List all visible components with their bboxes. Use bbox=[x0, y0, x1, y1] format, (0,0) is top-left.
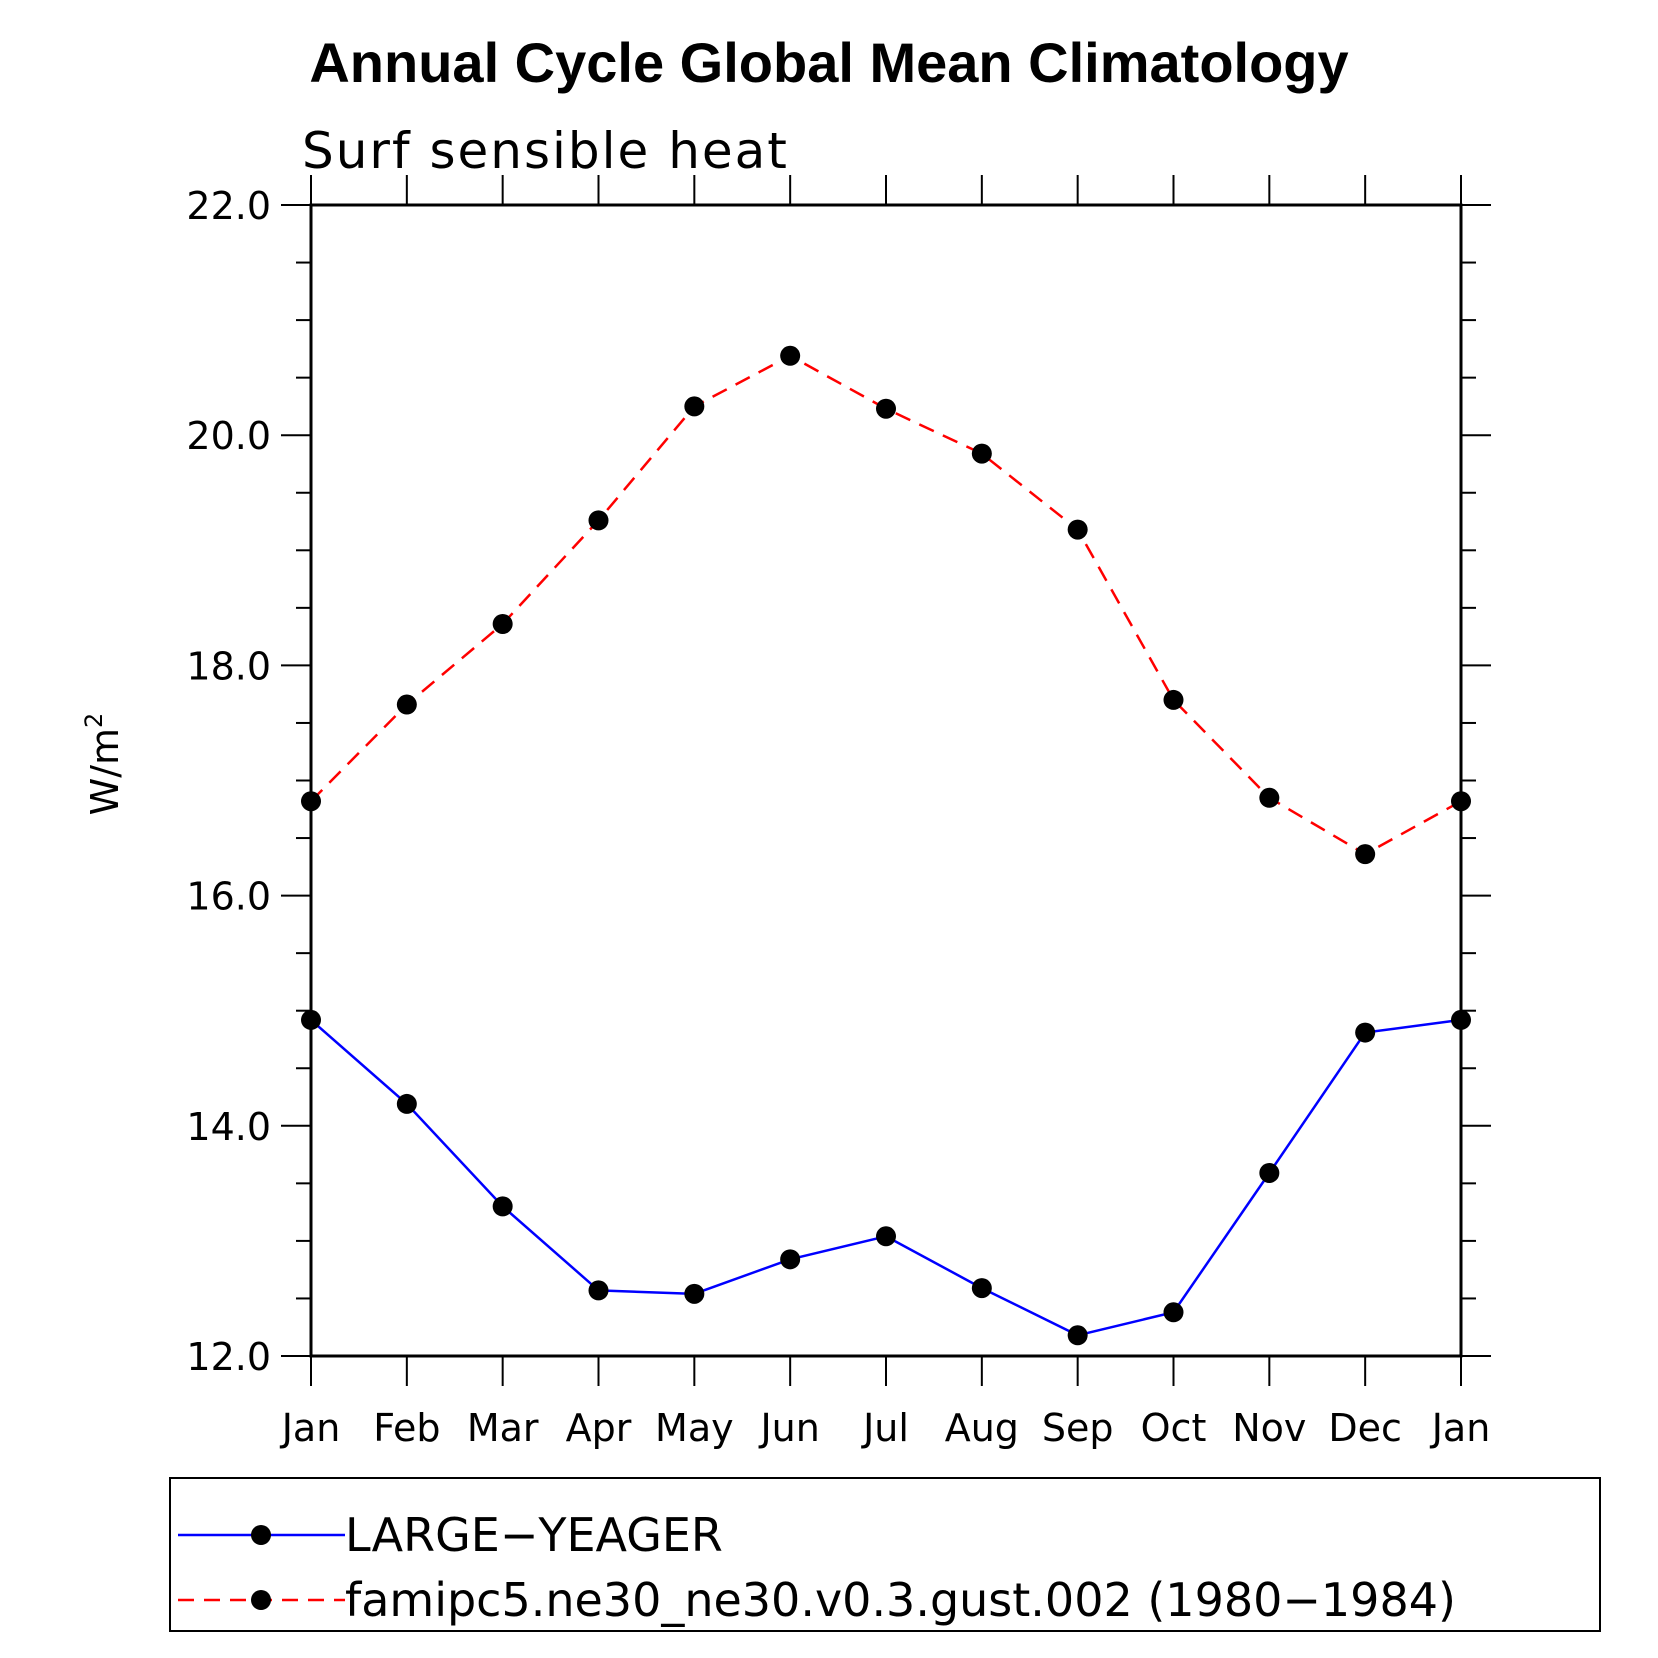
x-tick-label: Jan bbox=[1430, 1406, 1491, 1450]
x-tick-label: Sep bbox=[1042, 1406, 1114, 1450]
series-2-point bbox=[301, 791, 321, 812]
y-tick-label: 16.0 bbox=[186, 875, 271, 919]
x-tick-label: May bbox=[655, 1406, 734, 1450]
series-2-point bbox=[876, 398, 896, 419]
series-1-point bbox=[301, 1009, 321, 1030]
y-tick-label: 20.0 bbox=[186, 414, 271, 458]
y-axis-label: W/m2 bbox=[80, 713, 127, 816]
y-axis-label-superscript: 2 bbox=[80, 713, 108, 728]
series-2-point bbox=[492, 613, 513, 634]
svg-text:W/m2: W/m2 bbox=[80, 713, 127, 816]
y-tick-label: 18.0 bbox=[186, 644, 271, 688]
x-tick-label: Aug bbox=[945, 1406, 1019, 1450]
y-tick-label: 12.0 bbox=[186, 1335, 271, 1379]
series-2-point bbox=[1451, 791, 1471, 812]
series-2-point bbox=[780, 345, 801, 366]
x-axis-tick-labels: Jan Feb Mar Apr May Jun Jul Aug Sep Oct Nov Dec Jan bbox=[280, 1406, 1491, 1450]
series-layer bbox=[301, 345, 1471, 1346]
x-tick-label: Mar bbox=[467, 1406, 539, 1450]
series-2-point bbox=[396, 694, 417, 715]
series-2-line bbox=[310, 354, 1462, 856]
x-tick-label: Oct bbox=[1141, 1406, 1207, 1450]
y-tick-label: 22.0 bbox=[186, 184, 271, 228]
series-1-point bbox=[1259, 1162, 1280, 1183]
series-2-point bbox=[1163, 689, 1184, 710]
series-1-point bbox=[1451, 1009, 1471, 1030]
series-1-point bbox=[1355, 1022, 1376, 1043]
series-1-point bbox=[684, 1283, 705, 1304]
series-1-point bbox=[971, 1278, 992, 1299]
x-tick-label: Apr bbox=[566, 1406, 632, 1450]
x-tick-label: Jun bbox=[758, 1406, 819, 1450]
series-2 bbox=[301, 345, 1471, 865]
y-axis-ticks bbox=[281, 204, 1491, 1357]
legend-box bbox=[169, 1477, 1601, 1632]
x-axis-ticks bbox=[310, 175, 1462, 1386]
x-tick-label: Jul bbox=[861, 1406, 909, 1450]
series-1-point bbox=[876, 1226, 896, 1247]
legend: LARGE−YEAGER famipc5.ne30_ne30.v0.3.gust… bbox=[169, 1477, 1601, 1632]
series-2-point bbox=[1259, 787, 1280, 808]
series-1-point bbox=[780, 1249, 801, 1270]
series-1-point bbox=[396, 1093, 417, 1114]
y-axis-tick-labels: 12.0 14.0 16.0 18.0 20.0 22.0 bbox=[186, 184, 271, 1379]
y-axis-label-base: W/m bbox=[83, 728, 127, 815]
plot-frame bbox=[309, 203, 1463, 1358]
y-tick-label: 14.0 bbox=[186, 1105, 271, 1149]
series-1-point bbox=[588, 1280, 609, 1301]
series-1-point bbox=[1163, 1302, 1184, 1323]
series-2-point bbox=[588, 510, 609, 531]
series-2-point bbox=[971, 443, 992, 464]
chart-title: Annual Cycle Global Mean Climatology bbox=[309, 31, 1348, 94]
legend-label-series-1: LARGE−YEAGER bbox=[345, 1508, 723, 1562]
series-2-point bbox=[1355, 844, 1376, 865]
chart-subtitle: Surf sensible heat bbox=[302, 122, 789, 180]
plot-border bbox=[309, 203, 1463, 1358]
series-2-point bbox=[1067, 519, 1088, 540]
legend-label-series-2: famipc5.ne30_ne30.v0.3.gust.002 (1980−19… bbox=[345, 1573, 1456, 1627]
series-1 bbox=[301, 1009, 1471, 1346]
series-2-point bbox=[684, 396, 705, 417]
series-1-point bbox=[1067, 1325, 1088, 1346]
x-tick-label: Feb bbox=[373, 1406, 440, 1450]
series-1-line bbox=[310, 1018, 1462, 1337]
x-tick-label: Jan bbox=[280, 1406, 341, 1450]
legend-marker-series-1 bbox=[251, 1525, 271, 1545]
legend-marker-series-2 bbox=[251, 1590, 271, 1610]
series-1-point bbox=[492, 1196, 513, 1217]
x-tick-label: Nov bbox=[1232, 1406, 1306, 1450]
x-tick-label: Dec bbox=[1328, 1406, 1402, 1450]
